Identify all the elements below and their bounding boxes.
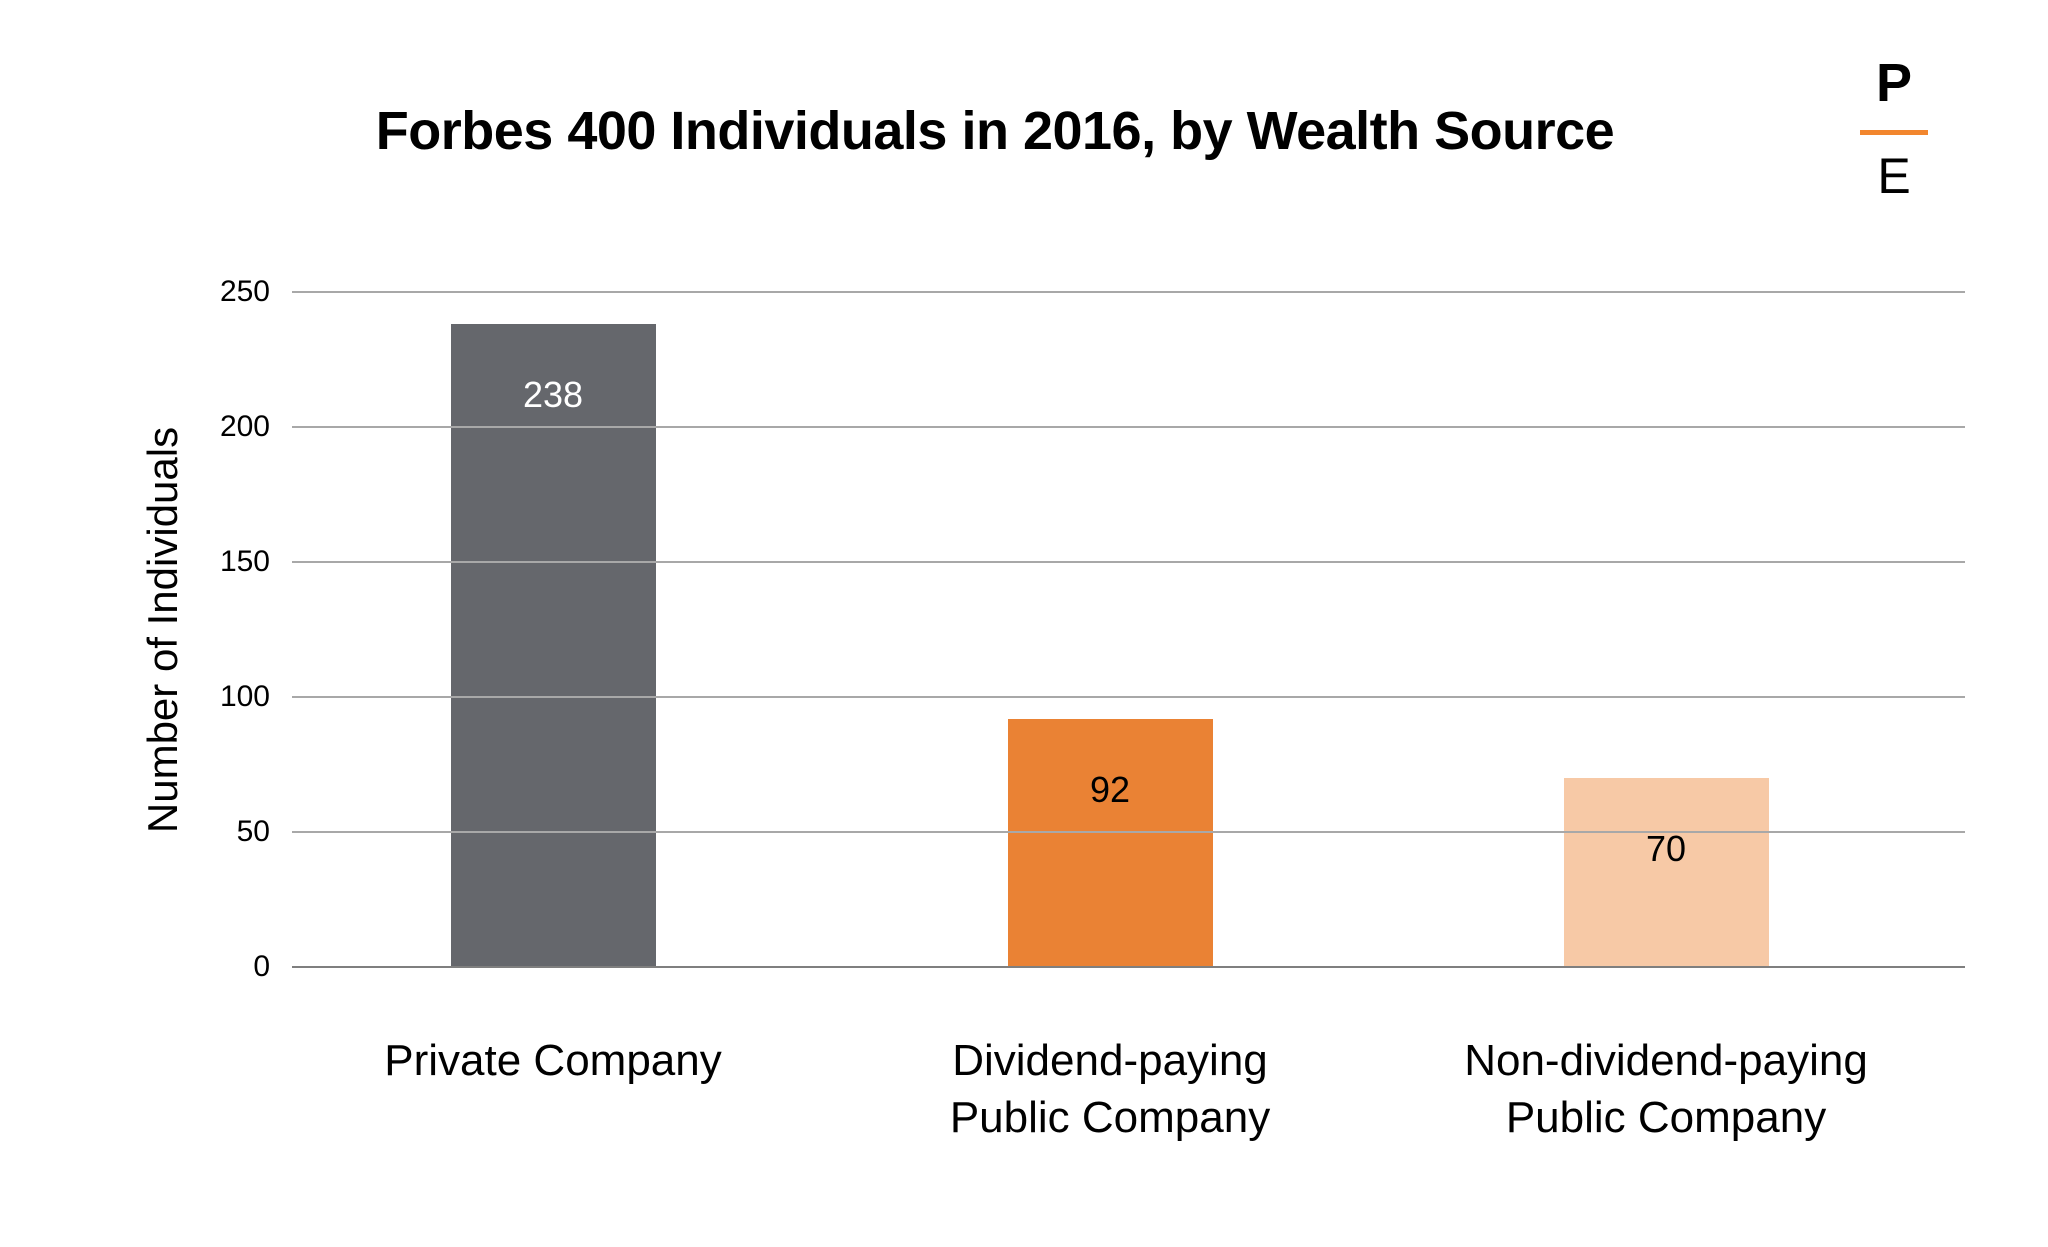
y-tick-label-150: 150: [219, 545, 270, 578]
gridline-250: [292, 291, 1965, 293]
category-label-line: Non-dividend-paying: [1464, 1036, 1868, 1085]
pe-logo-p-letter: P: [1875, 53, 1913, 113]
y-tick-label-50: 50: [236, 815, 270, 848]
bar-value-label: 238: [522, 374, 584, 416]
gridline-100: [292, 696, 1965, 698]
gridline-200: [292, 426, 1965, 428]
y-tick-label-0: 0: [253, 950, 270, 983]
bar-value-label: 70: [1645, 828, 1687, 869]
category-label-dividend-paying-public-company: Dividend-paying Public Company: [830, 1032, 1390, 1146]
y-tick-label-200: 200: [219, 410, 270, 443]
category-label-line: Public Company: [949, 1093, 1271, 1142]
bar-private-company: 238: [450, 324, 656, 967]
bar-dividend-paying-public-company: 92: [1007, 718, 1213, 967]
category-label-line: Dividend-paying: [952, 1036, 1268, 1085]
category-label-private-company: Private Company: [273, 1032, 833, 1089]
pe-logo: P E: [1852, 56, 1936, 201]
pe-logo-divider: [1860, 130, 1928, 135]
gridline-0: [292, 966, 1965, 968]
category-label-line: Private Company: [384, 1036, 722, 1085]
gridline-50: [292, 831, 1965, 833]
chart-title: Forbes 400 Individuals in 2016, by Wealt…: [375, 101, 1615, 161]
category-label-line: Public Company: [1505, 1093, 1827, 1142]
bar-non-dividend-paying-public-company: 70: [1563, 778, 1769, 967]
pe-logo-e-letter: E: [1877, 148, 1911, 204]
category-label-non-dividend-paying-public-company: Non-dividend-paying Public Company: [1386, 1032, 1946, 1146]
y-tick-label-100: 100: [219, 680, 270, 713]
y-tick-label-250: 250: [219, 275, 270, 308]
bar-value-label: 92: [1089, 768, 1131, 810]
gridline-150: [292, 561, 1965, 563]
